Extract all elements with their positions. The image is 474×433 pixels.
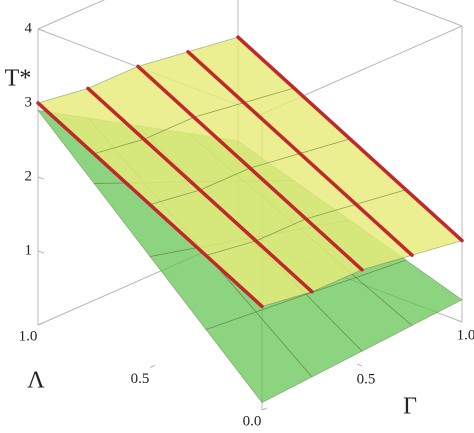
y-tick-label: 0.5: [131, 371, 150, 387]
surface-patch: [205, 311, 313, 404]
z-tick-label: 4: [25, 20, 33, 36]
x-tick-label: 0.5: [357, 371, 376, 387]
y-tick-label: 0.0: [243, 413, 262, 429]
y-tick: [37, 322, 44, 326]
z-tick: [37, 28, 45, 32]
box-edge: [392, 0, 463, 27]
surface-line: [186, 50, 414, 257]
x-tick: [356, 363, 363, 367]
y-tick: [261, 407, 268, 411]
x-tick-label: 1.0: [457, 327, 474, 343]
x-tick: [456, 319, 463, 323]
z-tick: [37, 176, 45, 180]
surface-line: [36, 101, 264, 309]
y-axis-title: Λ: [27, 368, 45, 394]
z-tick-label: 1: [25, 242, 33, 258]
z-tick-label: 3: [25, 94, 33, 110]
surface-line: [86, 86, 314, 294]
x-axis-title: Γ: [403, 394, 417, 420]
y-tick: [149, 365, 156, 368]
y-tick-label: 1.0: [19, 328, 38, 344]
z-tick-label: 2: [25, 168, 33, 184]
box-edge: [37, 0, 106, 30]
z-axis-title: T*: [5, 66, 32, 92]
surface-line: [236, 35, 464, 243]
z-tick: [37, 250, 45, 254]
surface-line: [136, 64, 364, 272]
